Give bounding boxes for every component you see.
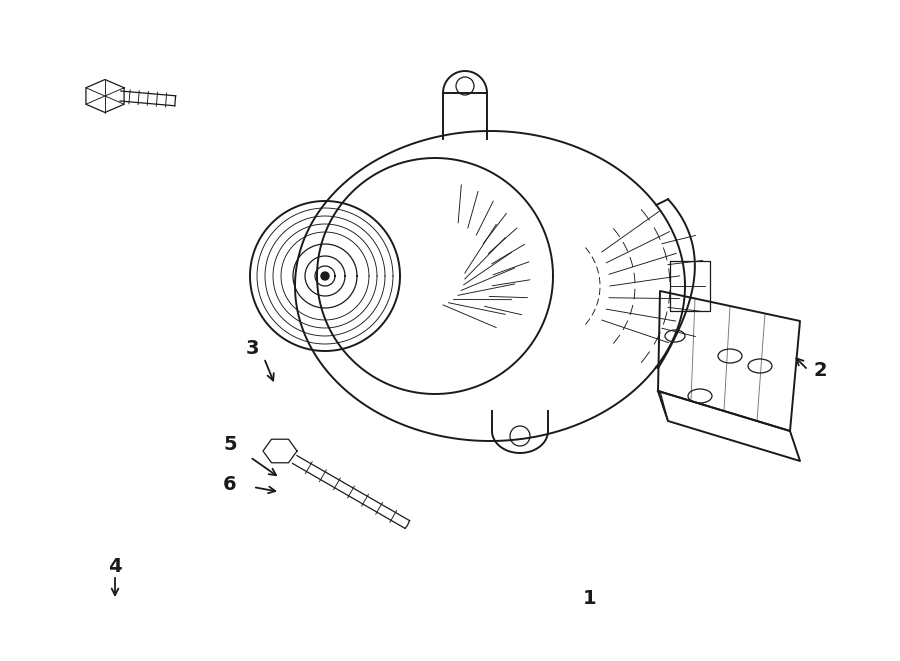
Text: 3: 3 [245, 338, 259, 358]
Text: 4: 4 [108, 557, 122, 576]
Text: 5: 5 [223, 436, 237, 455]
Text: 1: 1 [583, 588, 597, 607]
Text: 6: 6 [223, 475, 237, 494]
Circle shape [321, 272, 329, 280]
Text: 2: 2 [814, 360, 827, 379]
